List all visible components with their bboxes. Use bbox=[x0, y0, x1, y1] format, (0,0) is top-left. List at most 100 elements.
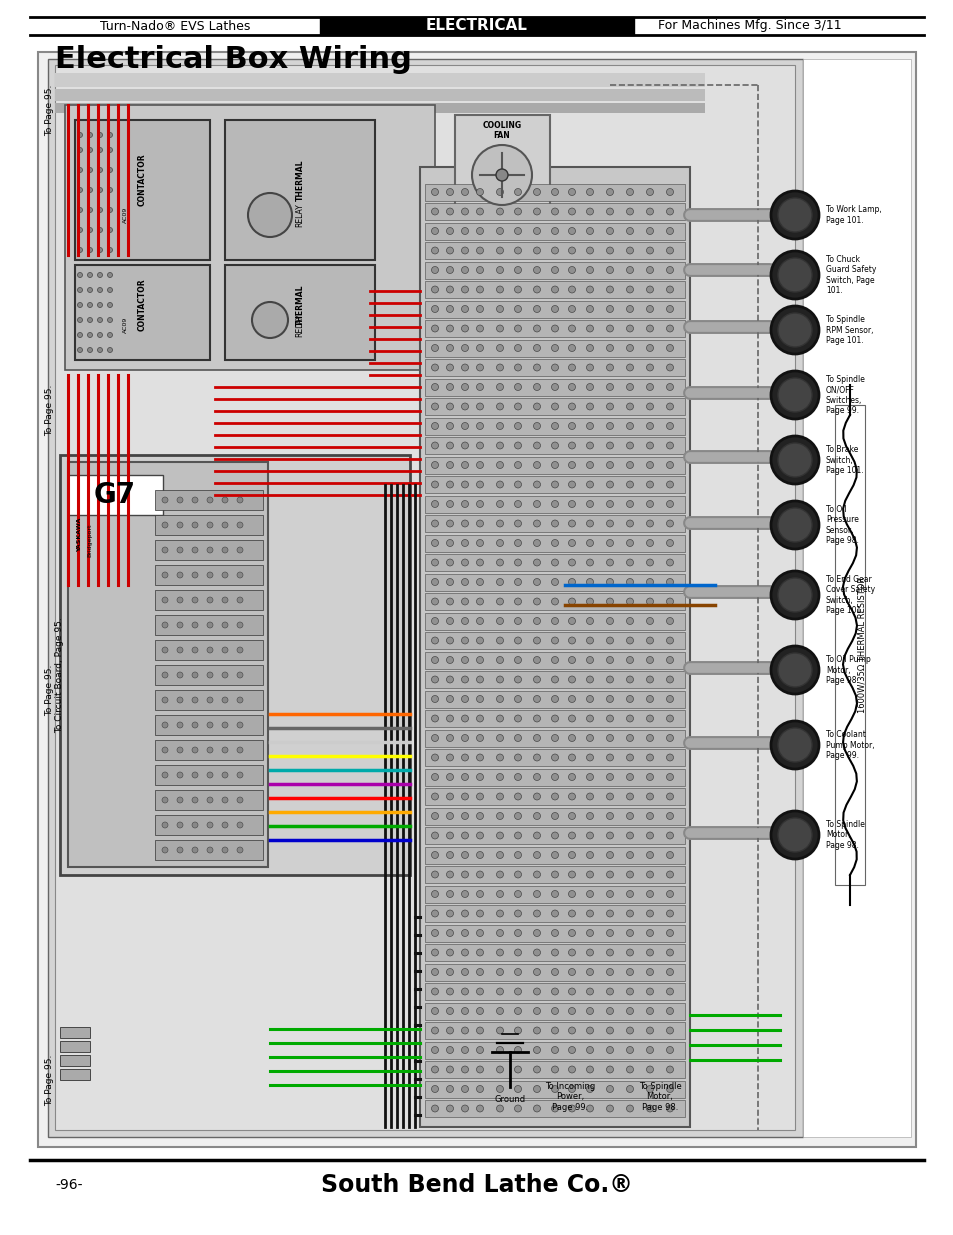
Circle shape bbox=[476, 578, 483, 585]
Circle shape bbox=[666, 189, 673, 195]
Circle shape bbox=[431, 578, 438, 585]
Circle shape bbox=[97, 168, 102, 173]
Circle shape bbox=[666, 657, 673, 663]
Circle shape bbox=[646, 773, 653, 781]
Circle shape bbox=[431, 1105, 438, 1112]
Circle shape bbox=[533, 520, 540, 527]
Circle shape bbox=[108, 207, 112, 212]
Circle shape bbox=[551, 695, 558, 703]
Circle shape bbox=[476, 1105, 483, 1112]
Circle shape bbox=[626, 442, 633, 450]
Circle shape bbox=[646, 305, 653, 312]
Circle shape bbox=[568, 1008, 575, 1014]
Circle shape bbox=[551, 755, 558, 761]
Circle shape bbox=[626, 325, 633, 332]
Circle shape bbox=[108, 132, 112, 137]
Circle shape bbox=[514, 325, 521, 332]
Circle shape bbox=[431, 910, 438, 918]
Circle shape bbox=[568, 287, 575, 293]
Circle shape bbox=[586, 480, 593, 488]
Circle shape bbox=[461, 657, 468, 663]
Bar bbox=[60, 1028, 90, 1037]
Circle shape bbox=[646, 890, 653, 898]
Circle shape bbox=[236, 672, 243, 678]
Circle shape bbox=[496, 988, 503, 995]
Circle shape bbox=[666, 813, 673, 820]
Circle shape bbox=[666, 500, 673, 508]
Circle shape bbox=[533, 813, 540, 820]
Circle shape bbox=[586, 540, 593, 547]
Circle shape bbox=[568, 364, 575, 370]
Circle shape bbox=[97, 227, 102, 232]
Circle shape bbox=[97, 247, 102, 252]
Bar bbox=[55, 103, 704, 112]
Circle shape bbox=[646, 695, 653, 703]
Circle shape bbox=[461, 325, 468, 332]
Circle shape bbox=[496, 500, 503, 508]
Text: AC09: AC09 bbox=[122, 317, 128, 333]
Bar bbox=[424, 1061, 684, 1078]
Circle shape bbox=[192, 597, 198, 603]
Circle shape bbox=[207, 496, 213, 503]
Bar bbox=[68, 475, 163, 515]
Circle shape bbox=[514, 637, 521, 643]
Circle shape bbox=[177, 572, 183, 578]
Circle shape bbox=[446, 851, 453, 858]
Circle shape bbox=[222, 647, 228, 653]
Circle shape bbox=[551, 403, 558, 410]
Circle shape bbox=[514, 851, 521, 858]
Circle shape bbox=[446, 345, 453, 352]
Circle shape bbox=[646, 1046, 653, 1053]
Circle shape bbox=[207, 547, 213, 553]
Circle shape bbox=[514, 345, 521, 352]
Circle shape bbox=[606, 364, 613, 370]
Circle shape bbox=[606, 813, 613, 820]
Bar bbox=[424, 1041, 684, 1058]
Circle shape bbox=[446, 442, 453, 450]
Circle shape bbox=[626, 207, 633, 215]
Circle shape bbox=[461, 462, 468, 468]
Circle shape bbox=[177, 722, 183, 727]
Circle shape bbox=[586, 227, 593, 235]
Circle shape bbox=[431, 403, 438, 410]
Circle shape bbox=[177, 522, 183, 529]
Circle shape bbox=[568, 676, 575, 683]
Circle shape bbox=[551, 189, 558, 195]
Circle shape bbox=[551, 618, 558, 625]
Circle shape bbox=[461, 480, 468, 488]
Circle shape bbox=[551, 890, 558, 898]
Circle shape bbox=[461, 773, 468, 781]
Circle shape bbox=[162, 697, 168, 703]
Circle shape bbox=[461, 755, 468, 761]
Bar bbox=[424, 593, 684, 610]
Circle shape bbox=[162, 747, 168, 753]
Circle shape bbox=[551, 871, 558, 878]
Text: AC09: AC09 bbox=[122, 206, 128, 224]
Circle shape bbox=[666, 1066, 673, 1073]
Circle shape bbox=[236, 722, 243, 727]
Circle shape bbox=[461, 345, 468, 352]
Circle shape bbox=[646, 1028, 653, 1034]
Circle shape bbox=[431, 189, 438, 195]
Text: To Oil
Pressure
Sensor,
Page 98.: To Oil Pressure Sensor, Page 98. bbox=[825, 505, 858, 545]
Circle shape bbox=[461, 207, 468, 215]
Circle shape bbox=[461, 227, 468, 235]
Bar bbox=[419, 167, 689, 1128]
Circle shape bbox=[646, 480, 653, 488]
Circle shape bbox=[446, 637, 453, 643]
Bar bbox=[154, 640, 263, 659]
Bar bbox=[424, 827, 684, 844]
Circle shape bbox=[568, 1046, 575, 1053]
Circle shape bbox=[461, 637, 468, 643]
Circle shape bbox=[514, 598, 521, 605]
Circle shape bbox=[461, 305, 468, 312]
Circle shape bbox=[778, 258, 811, 291]
Circle shape bbox=[88, 332, 92, 337]
Circle shape bbox=[626, 657, 633, 663]
Circle shape bbox=[586, 1105, 593, 1112]
Circle shape bbox=[97, 188, 102, 193]
Circle shape bbox=[646, 559, 653, 566]
Circle shape bbox=[666, 695, 673, 703]
Circle shape bbox=[626, 618, 633, 625]
Circle shape bbox=[77, 347, 82, 352]
